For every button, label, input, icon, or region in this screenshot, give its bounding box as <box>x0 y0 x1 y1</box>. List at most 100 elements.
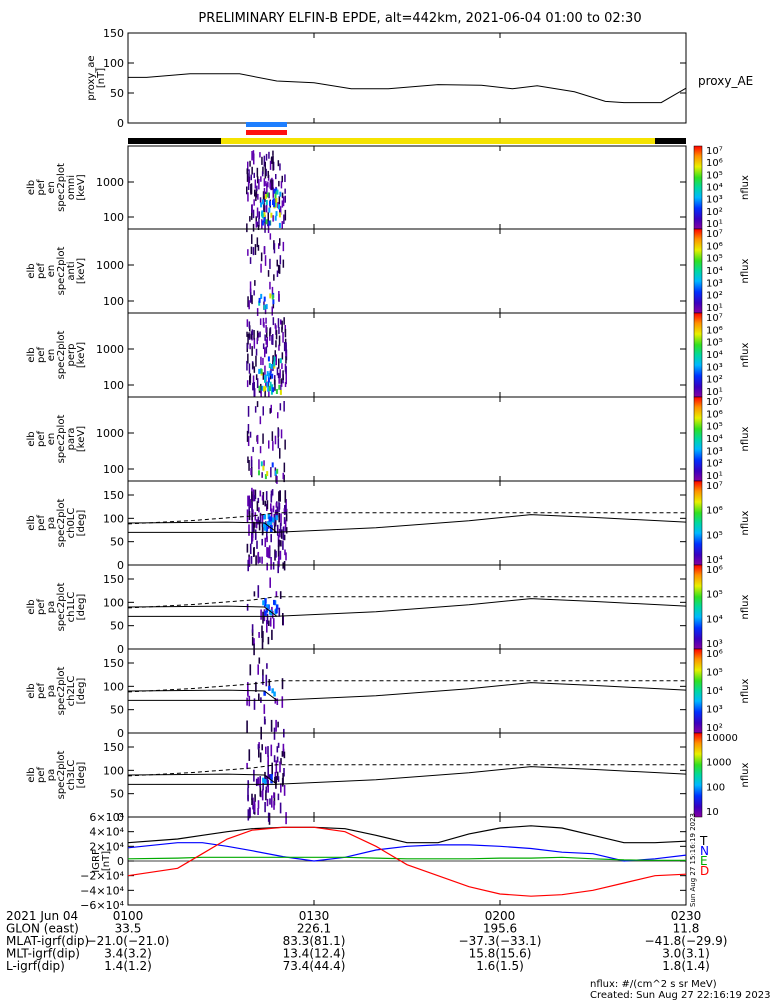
spectrogram-omni-pixel <box>251 166 253 175</box>
pitch-angle-ch2LC-pixel <box>246 720 248 734</box>
pitch-angle-ch3LC-colorbar-tick: 10 <box>706 807 719 818</box>
spectrogram-para-colorbar-tick: 10⁵ <box>706 422 723 433</box>
footer-row-label: 2021 Jun 04 <box>6 909 78 923</box>
spectrogram-anti-ylabel-line: en <box>46 265 57 278</box>
spectrogram-anti-pixel <box>257 244 260 251</box>
spectrogram-perp-pixel <box>247 334 249 345</box>
pitch-angle-ch3LC-pixel <box>251 798 253 805</box>
proxy-ae-ytick-label: 100 <box>103 57 124 70</box>
spectrogram-para-pixel <box>254 406 257 413</box>
pitch-angle-ch3LC-ylabel-line: elb <box>26 767 37 782</box>
pitch-angle-ch0LC-pixel <box>285 527 288 534</box>
pitch-angle-ch3LC-ylabel-line: pef <box>36 767 47 784</box>
spectrogram-omni-pixel <box>268 220 271 226</box>
spectrogram-perp-pixel <box>285 342 287 353</box>
pitch-angle-ch0LC-pixel <box>278 512 280 523</box>
pitch-angle-ch1LC-colorbar-label: nflux <box>740 594 751 619</box>
footer-cell: 1.8(1.4) <box>662 959 710 973</box>
spectrogram-omni-pixel <box>254 189 256 197</box>
pitch-angle-ch2LC-pixel <box>270 719 273 732</box>
pitch-angle-ch3LC-pixel <box>264 802 266 813</box>
pitch-angle-ch0LC-pixel <box>263 523 267 529</box>
spectrogram-anti-pixel <box>258 300 261 306</box>
spectrogram-omni-pixel <box>274 215 277 221</box>
spectrogram-omni-pixel <box>269 160 272 170</box>
proxy-ae-legend: proxy_AE <box>698 74 753 88</box>
pitch-angle-ch2LC-ylabel-line: pa <box>46 685 57 697</box>
pitch-angle-ch0LC-pixel <box>261 495 264 501</box>
spectrogram-omni-pixel <box>261 210 264 216</box>
pitch-angle-ch3LC-pixel <box>281 751 284 757</box>
spectrogram-omni-pixel <box>284 209 287 221</box>
spectrogram-perp-pixel <box>275 389 278 394</box>
spectrogram-anti-pixel <box>271 306 273 316</box>
spectrogram-para-pixel <box>256 434 259 444</box>
pitch-angle-ch3LC-pixel <box>264 779 267 784</box>
spectrogram-omni-pixel <box>283 214 285 224</box>
spectrogram-omni-ytick-label: 1000 <box>96 176 124 189</box>
spectrogram-perp-pixel <box>283 342 286 352</box>
footer-cell: 11.8 <box>673 922 700 936</box>
pitch-angle-ch0LC-pixel <box>279 523 282 533</box>
spectrogram-anti-colorbar-tick: 10¹ <box>706 303 723 314</box>
pitch-angle-ch0LC-pixel <box>277 545 280 557</box>
pitch-angle-ch0LC-pixel <box>280 513 282 526</box>
spectrogram-para-pixel <box>262 406 264 416</box>
spectrogram-omni-pixel <box>267 181 269 188</box>
pitch-angle-ch0LC-ytick-label: 0 <box>117 559 124 572</box>
pitch-angle-ch3LC-pixel <box>279 761 281 773</box>
pitch-angle-ch0LC-pixel <box>270 490 273 498</box>
igrf-ytick-label: 2×10⁴ <box>89 840 124 853</box>
pitch-angle-ch3LC-frame <box>127 732 687 818</box>
pitch-angle-ch0LC-colorbar-label-text: nflux <box>740 510 751 535</box>
pitch-angle-ch1LC-pixel <box>267 636 270 645</box>
spectrogram-omni-pixel <box>274 202 277 208</box>
spectrogram-perp-colorbar-tick: 10² <box>706 375 723 386</box>
pitch-angle-ch2LC-pixel <box>253 698 256 710</box>
spectrogram-perp-pixel <box>253 330 255 340</box>
spectrogram-perp-pixel <box>256 337 258 345</box>
pitch-angle-ch1LC-pixel <box>268 620 270 626</box>
pitch-angle-ch0LC-colorbar-tick: 10⁵ <box>706 530 723 541</box>
spectrogram-omni-pixel <box>260 202 263 208</box>
spectrogram-omni-pixel <box>268 207 271 213</box>
pitch-angle-ch0LC-pixel <box>282 562 284 569</box>
pitch-angle-ch1LC-pixel <box>282 613 284 626</box>
spectrogram-perp-pixel <box>282 377 284 384</box>
spectrogram-omni-ylabel-line: omni <box>66 175 77 200</box>
pitch-angle-ch3LC-pixel <box>280 758 282 765</box>
spectrogram-perp-pixel <box>255 374 258 380</box>
pitch-angle-ch2LC-pixel <box>276 698 279 706</box>
spectrogram-perp-pixel <box>273 356 276 362</box>
spectrogram-omni-colorbar <box>693 145 703 230</box>
pitch-angle-ch0LC-ylabel-line: ch0LC <box>66 508 77 539</box>
pitch-angle-ch3LC-pixel <box>267 746 269 757</box>
spectrogram-anti-pixel <box>250 246 253 254</box>
spectrogram-perp-colorbar-tick: 10¹ <box>706 387 723 398</box>
spectrogram-omni-pixel <box>264 161 266 170</box>
spectrogram-omni-pixel <box>248 176 250 184</box>
spectrogram-perp-pixel <box>249 375 251 385</box>
pitch-angle-ch1LC-pixel <box>264 601 267 607</box>
pitch-angle-ch0LC-pixel <box>259 556 261 563</box>
pitch-angle-ch3LC-pixel <box>273 792 276 806</box>
spectrogram-perp-pixel <box>284 328 287 338</box>
footer-cell: 0130 <box>299 909 330 923</box>
footer-cell: −41.8(−29.9) <box>645 934 728 948</box>
pitch-angle-ch0LC-pixel <box>279 540 281 546</box>
spectrogram-omni-pixel <box>279 191 282 197</box>
pitch-angle-ch1LC-pixel <box>261 625 263 639</box>
pitch-angle-ch2LC-ylabel-line: [deg] <box>76 678 87 705</box>
pitch-angle-ch0LC-pixel <box>251 491 253 501</box>
spectrogram-perp-pixel <box>284 338 287 345</box>
pitch-angle-ch3LC-pixel <box>282 743 285 756</box>
pitch-angle-ch3LC-pixel <box>283 751 286 759</box>
spectrogram-perp-colorbar-tick: 10³ <box>706 362 723 373</box>
spectrogram-perp-pixel <box>270 367 272 373</box>
spectrogram-para-pixel <box>277 428 280 437</box>
spectrogram-anti-pixel <box>263 304 266 310</box>
pitch-angle-ch0LC-ylabel-line: pef <box>36 515 47 532</box>
spectrogram-para-ylabel-line: en <box>46 433 57 446</box>
spectrogram-perp-colorbar-label-text: nflux <box>740 342 751 367</box>
spectrogram-omni-pixel <box>246 223 248 233</box>
